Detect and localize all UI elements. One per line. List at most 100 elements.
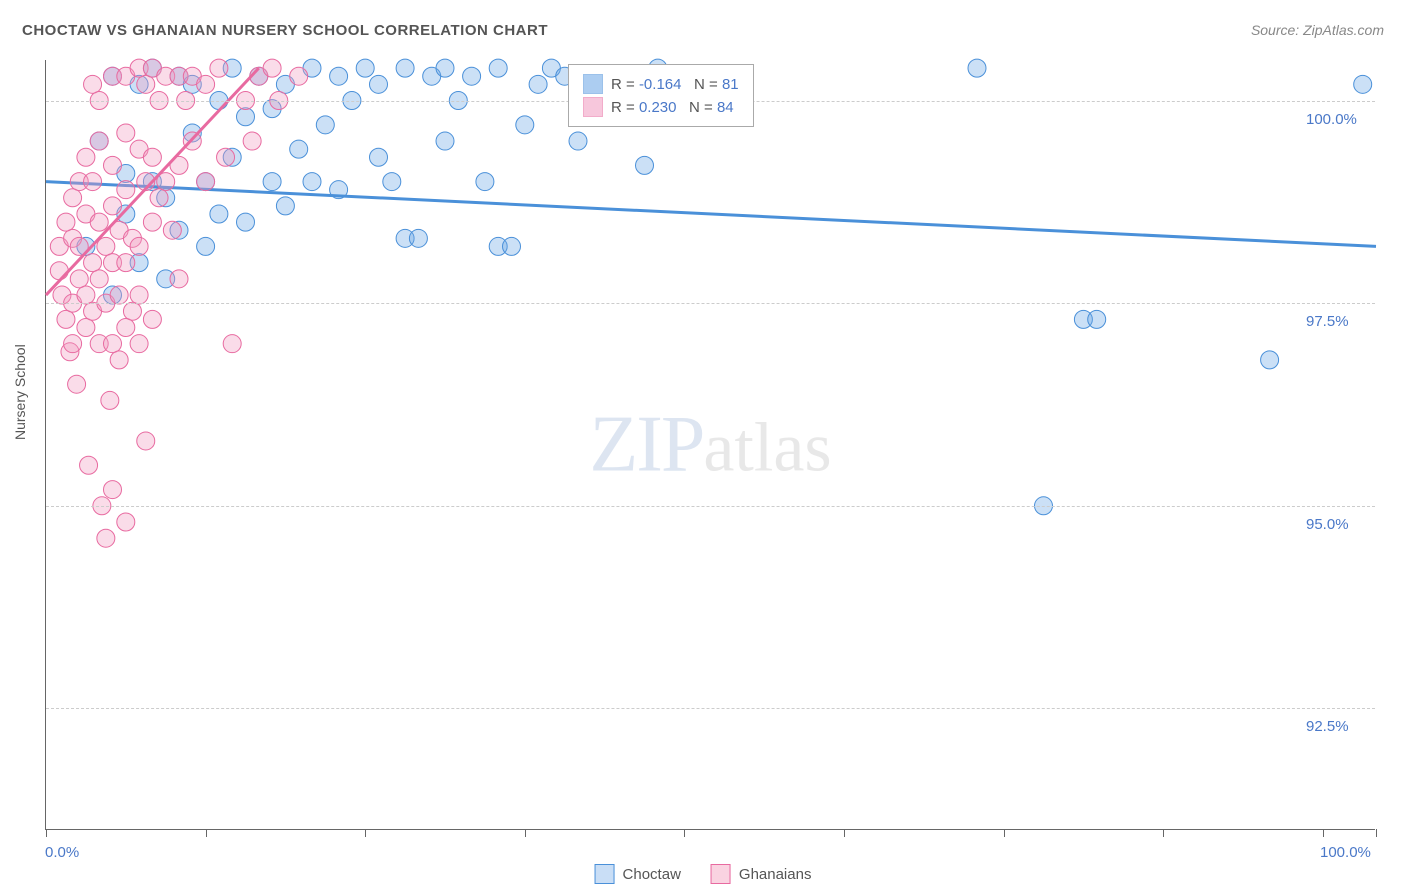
legend-swatch (583, 74, 603, 94)
data-point (143, 148, 161, 166)
data-point (117, 318, 135, 336)
data-point (97, 529, 115, 547)
y-axis-label: Nursery School (12, 344, 28, 440)
data-point (150, 189, 168, 207)
data-point (80, 456, 98, 474)
data-point (90, 213, 108, 231)
data-point (1088, 310, 1106, 328)
data-point (316, 116, 334, 134)
data-point (569, 132, 587, 150)
data-point (217, 148, 235, 166)
data-point (68, 375, 86, 393)
xtick (1004, 829, 1005, 837)
data-point (1261, 351, 1279, 369)
xtick (1376, 829, 1377, 837)
data-point (237, 213, 255, 231)
ytick-label: 97.5% (1306, 313, 1324, 330)
legend-bottom-item: Ghanaians (711, 864, 812, 884)
data-point (110, 351, 128, 369)
data-point (210, 205, 228, 223)
legend-row: R = 0.230 N = 84 (583, 97, 739, 117)
data-point (50, 262, 68, 280)
data-point (123, 302, 141, 320)
legend-label: Ghanaians (739, 866, 812, 883)
data-point (290, 67, 308, 85)
data-point (143, 310, 161, 328)
data-point (117, 181, 135, 199)
data-point (529, 75, 547, 93)
data-point (1354, 75, 1372, 93)
data-point (104, 335, 122, 353)
data-point (90, 132, 108, 150)
data-point (57, 213, 75, 231)
data-point (84, 75, 102, 93)
chart-svg (46, 60, 1375, 829)
xtick-label: 100.0% (1320, 844, 1371, 861)
data-point (64, 335, 82, 353)
data-point (243, 132, 261, 150)
source-label: Source: ZipAtlas.com (1251, 22, 1384, 38)
legend-swatch (711, 864, 731, 884)
data-point (117, 124, 135, 142)
data-point (636, 156, 654, 174)
data-point (489, 59, 507, 77)
data-point (263, 173, 281, 191)
data-point (77, 286, 95, 304)
data-point (197, 75, 215, 93)
ytick-label: 92.5% (1306, 718, 1324, 735)
data-point (170, 270, 188, 288)
legend-row: R = -0.164 N = 81 (583, 74, 739, 94)
data-point (370, 148, 388, 166)
data-point (356, 59, 374, 77)
gridline (46, 303, 1375, 304)
ytick-label: 95.0% (1306, 516, 1324, 533)
data-point (110, 286, 128, 304)
xtick (684, 829, 685, 837)
legend-inset: R = -0.164 N = 81 R = 0.230 N = 84 (568, 64, 754, 127)
data-point (70, 270, 88, 288)
legend-stat: R = 0.230 N = 84 (611, 99, 734, 116)
xtick (1323, 829, 1324, 837)
xtick (525, 829, 526, 837)
data-point (330, 67, 348, 85)
data-point (237, 108, 255, 126)
xtick (206, 829, 207, 837)
data-point (104, 481, 122, 499)
data-point (117, 254, 135, 272)
legend-swatch (583, 97, 603, 117)
gridline (46, 506, 1375, 507)
data-point (383, 173, 401, 191)
data-point (64, 189, 82, 207)
xtick (46, 829, 47, 837)
legend-label: Choctaw (623, 866, 681, 883)
data-point (276, 197, 294, 215)
gridline (46, 708, 1375, 709)
data-point (290, 140, 308, 158)
data-point (57, 310, 75, 328)
data-point (137, 75, 155, 93)
legend-stat: R = -0.164 N = 81 (611, 76, 739, 93)
data-point (84, 254, 102, 272)
data-point (303, 173, 321, 191)
data-point (396, 59, 414, 77)
data-point (143, 213, 161, 231)
data-point (130, 286, 148, 304)
ytick-label: 100.0% (1306, 111, 1324, 128)
data-point (84, 173, 102, 191)
plot-area: ZIPatlas 92.5%95.0%97.5%100.0% (45, 60, 1375, 830)
data-point (77, 148, 95, 166)
data-point (104, 197, 122, 215)
xtick (1163, 829, 1164, 837)
data-point (104, 156, 122, 174)
data-point (223, 335, 241, 353)
legend-swatch (595, 864, 615, 884)
data-point (210, 59, 228, 77)
data-point (130, 237, 148, 255)
data-point (117, 513, 135, 531)
data-point (503, 237, 521, 255)
chart-title: CHOCTAW VS GHANAIAN NURSERY SCHOOL CORRE… (22, 22, 548, 39)
xtick (844, 829, 845, 837)
xtick-label: 0.0% (45, 844, 79, 861)
legend-bottom: Choctaw Ghanaians (595, 864, 812, 884)
data-point (516, 116, 534, 134)
